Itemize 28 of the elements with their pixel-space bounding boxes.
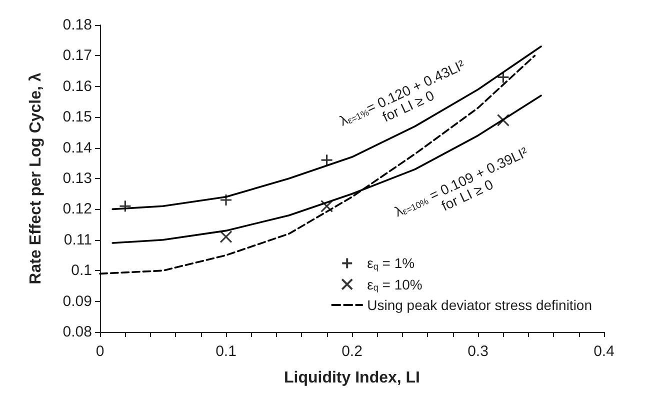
y-tick-label: 0.18 [62,16,92,34]
x-tick-label: 0.2 [342,343,362,360]
y-tick-label: 0.13 [62,170,92,187]
x-axis-title: Liquidity Index, LI [284,370,420,386]
y-tick-label: 0.11 [64,231,92,248]
point [320,154,334,166]
legend-label: εq = 1% [367,255,415,272]
y-tick-label: 0.08 [62,324,92,340]
point [496,70,510,84]
x-tick-label: 0.1 [216,343,236,360]
point [220,230,232,244]
y-tick-label: 0.15 [62,108,92,126]
y-axis-title: Rate Effect per Log Cycle, λ [28,72,44,284]
y-tick-label: 0.17 [62,47,92,64]
y-tick-label: 0.16 [62,78,92,95]
point [320,200,334,212]
x-tick-label: 0.4 [594,343,614,360]
point [496,114,510,126]
point [118,200,132,212]
x-tick-label: 0.3 [468,343,488,360]
legend-label: εq = 10% [367,276,422,292]
y-tick-label: 0.12 [62,200,92,218]
x-tick-label: 0 [96,343,104,360]
legend-label: Using peak deviator stress definition [367,297,592,313]
y-tick-label: 0.09 [62,292,92,310]
y-tick-label: 0.1 [71,262,92,280]
y-tick-label: 0.14 [62,139,92,156]
point [220,194,232,206]
